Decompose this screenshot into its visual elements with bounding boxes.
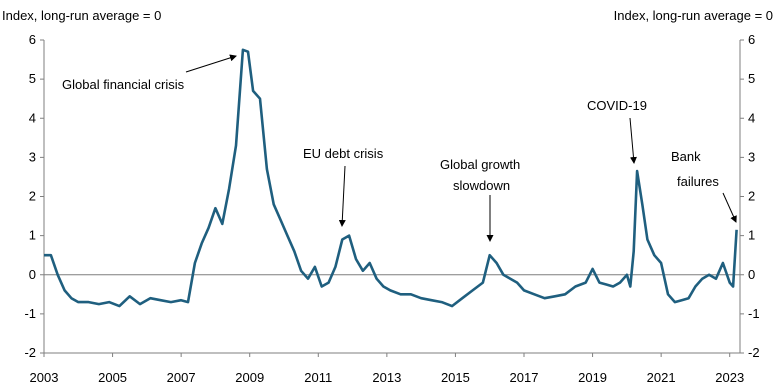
x-tick-label: 2017: [510, 370, 539, 385]
annotation-arrow: [338, 165, 346, 227]
right-y-tick-label: 2: [748, 189, 755, 204]
left-y-tick-label: -2: [24, 345, 36, 360]
annotation-layer: Global financial crisis EU debt crisis Glo…: [62, 54, 737, 242]
annotation-arrow: [185, 54, 237, 73]
right-y-tick-label: -2: [748, 345, 760, 360]
right-y-tick-label: 6: [748, 32, 755, 47]
annotation-label: EU debt crisis: [303, 146, 384, 161]
annotation-arrow: [722, 192, 737, 223]
annotation-label: Global financial crisis: [62, 77, 185, 92]
x-tick-label: 2005: [98, 370, 127, 385]
x-tick-label: 2015: [441, 370, 470, 385]
annotation-arrow: [629, 117, 637, 164]
left-y-tick-label: 3: [29, 149, 36, 164]
right-y-tick-label: -1: [748, 306, 760, 321]
left-axis-unit-label: Index, long-run average = 0: [2, 8, 161, 23]
x-tick-label: 2003: [30, 370, 59, 385]
right-y-tick-label: 0: [748, 267, 755, 282]
right-y-tick-label: 5: [748, 71, 755, 86]
left-y-tick-label: -1: [24, 306, 36, 321]
axes: -2 -2 -1 -1 0 0 1 1 2 2 3 3 4 4 5 5 6 6 2003 2005 2007 2009 20…: [24, 32, 759, 385]
left-y-tick-label: 2: [29, 189, 36, 204]
left-y-tick-label: 4: [29, 110, 36, 125]
annotation-label: Bank: [671, 149, 701, 164]
left-y-tick-label: 0: [29, 267, 36, 282]
series-layer: [44, 48, 738, 308]
left-y-tick-label: 1: [29, 228, 36, 243]
annotation-label: COVID-19: [587, 98, 647, 113]
left-y-tick-label: 6: [29, 32, 36, 47]
annotation-label: failures: [677, 174, 719, 189]
right-axis-unit-label: Index, long-run average = 0: [614, 8, 773, 23]
annotation-label: slowdown: [453, 178, 510, 193]
x-tick-label: 2023: [715, 370, 744, 385]
annotation-label: Global growth: [440, 157, 520, 172]
x-tick-label: 2019: [578, 370, 607, 385]
right-y-tick-label: 4: [748, 110, 755, 125]
right-y-tick-label: 3: [748, 149, 755, 164]
right-y-tick-label: 1: [748, 228, 755, 243]
left-y-tick-label: 5: [29, 71, 36, 86]
series-line: [44, 48, 738, 308]
x-tick-label: 2009: [235, 370, 264, 385]
x-tick-label: 2013: [372, 370, 401, 385]
x-tick-label: 2021: [647, 370, 676, 385]
x-tick-label: 2007: [167, 370, 196, 385]
x-tick-label: 2011: [304, 370, 332, 385]
